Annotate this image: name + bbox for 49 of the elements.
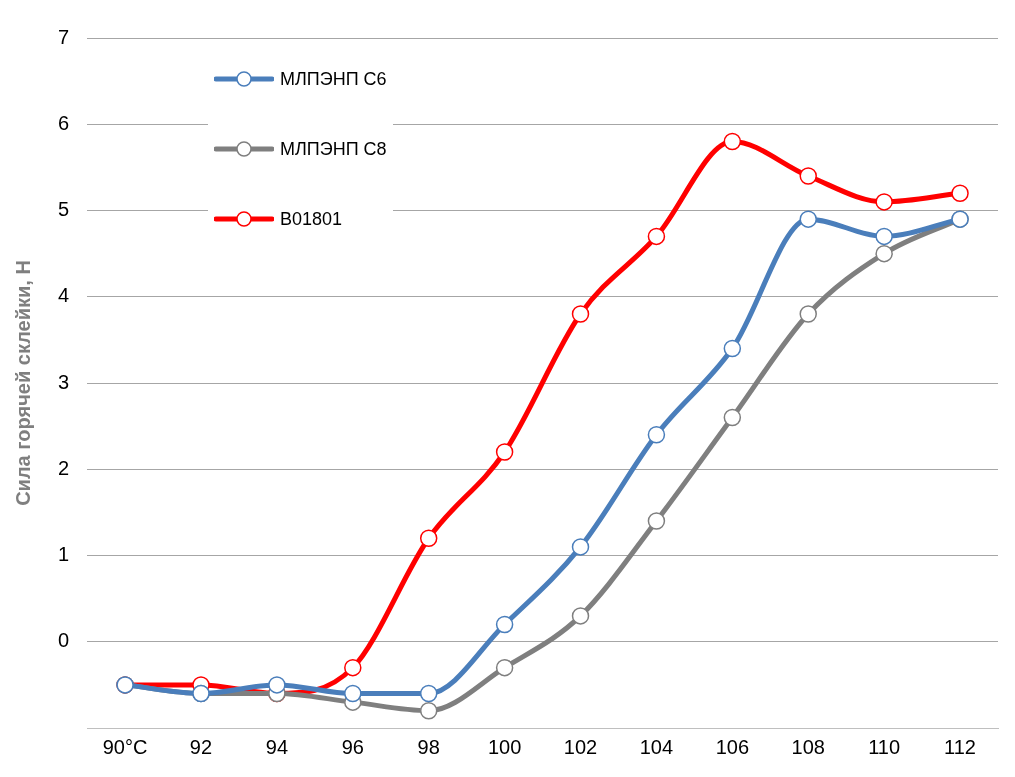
point (799, 305, 817, 323)
x-tick-label: 96 (341, 735, 364, 758)
point (723, 408, 742, 427)
point (571, 607, 590, 625)
y-axis-title: Сила горячей склейки, Н (11, 260, 34, 506)
x-tick-label: 100 (487, 735, 522, 758)
point (344, 684, 362, 703)
x-tick-label: 94 (265, 735, 289, 758)
point (495, 443, 514, 461)
y-tick-label: 1 (58, 543, 70, 566)
point (875, 244, 893, 263)
legend-label: МЛПЭНП C8 (280, 138, 387, 160)
y-tick-label: 0 (58, 629, 70, 652)
x-tick-label: 92 (189, 735, 213, 758)
point (419, 529, 438, 547)
point (799, 210, 817, 228)
point (799, 167, 817, 185)
point (495, 658, 514, 677)
point (723, 339, 742, 358)
y-tick-label: 6 (58, 111, 70, 134)
x-tick-label: 108 (791, 735, 825, 758)
point (571, 305, 590, 323)
x-tick-label: 90°C (102, 735, 148, 758)
x-tick-label: 106 (715, 735, 750, 758)
y-tick-label: 5 (58, 198, 70, 221)
point (723, 132, 742, 151)
y-tick-label: 4 (58, 284, 70, 307)
x-tick-label: 112 (944, 735, 976, 758)
point (647, 227, 666, 246)
point (268, 676, 286, 694)
point (875, 193, 893, 211)
x-tick-label: 98 (417, 735, 440, 758)
x-tick-label: 102 (563, 735, 598, 758)
legend-label: МЛПЭНП C6 (280, 68, 387, 90)
point (419, 702, 438, 720)
y-tick-label: 2 (58, 456, 70, 479)
point (571, 538, 590, 556)
point (495, 615, 514, 634)
point (647, 512, 666, 530)
point (951, 184, 969, 202)
y-tick-label: 7 (58, 25, 70, 48)
point (344, 658, 362, 677)
point (875, 227, 893, 246)
y-tick-label: 3 (58, 370, 70, 393)
point (647, 426, 666, 444)
x-tick-label: 104 (639, 735, 674, 758)
point (419, 684, 438, 703)
x-tick-label: 110 (868, 735, 901, 758)
legend-label: B01801 (280, 208, 343, 230)
